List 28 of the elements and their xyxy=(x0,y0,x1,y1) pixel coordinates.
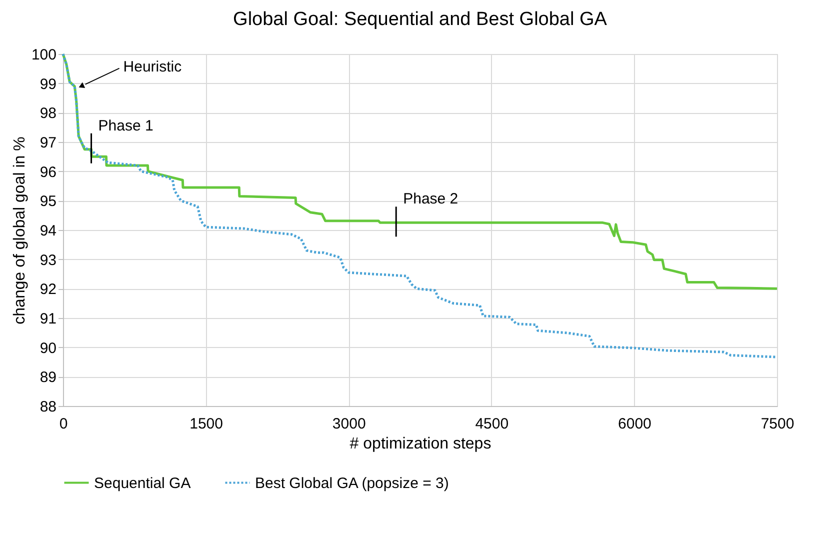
y-tick-label: 94 xyxy=(40,222,56,240)
y-tick-label: 97 xyxy=(40,134,56,152)
legend-label: Sequential GA xyxy=(94,474,191,492)
y-tick-label: 93 xyxy=(40,252,56,269)
x-tick-label: 4500 xyxy=(475,416,509,432)
x-axis-title: # optimization steps xyxy=(350,436,492,452)
y-tick-label: 99 xyxy=(40,76,56,93)
y-tick-label: 89 xyxy=(40,369,56,386)
y-axis-title: change of global goal in % xyxy=(11,136,28,324)
annotation: Phase 1 xyxy=(98,117,154,134)
y-tick-label: 92 xyxy=(40,281,56,298)
y-tick-label: 91 xyxy=(40,310,56,328)
y-tick-label: 90 xyxy=(40,340,56,357)
legend-label: Best Global GA (popsize = 3) xyxy=(255,474,449,492)
x-tick-label: 1500 xyxy=(190,416,223,432)
x-tick-label: 0 xyxy=(59,416,68,432)
y-tick-label: 100 xyxy=(31,46,56,64)
chart-title: Global Goal: Sequential and Best Global GA xyxy=(233,9,608,30)
y-tick-label: 98 xyxy=(40,105,56,122)
line-series xyxy=(62,52,778,290)
annotation: Phase 2 xyxy=(403,190,458,208)
annotation: Heuristic xyxy=(123,58,182,76)
y-tick-label: 96 xyxy=(40,164,56,181)
x-tick-label: 3000 xyxy=(332,416,366,432)
x-tick-label: 6000 xyxy=(618,416,652,432)
y-tick-label: 95 xyxy=(40,193,56,210)
x-tick-label: 7500 xyxy=(760,416,794,432)
y-tick-label: 88 xyxy=(40,398,56,416)
